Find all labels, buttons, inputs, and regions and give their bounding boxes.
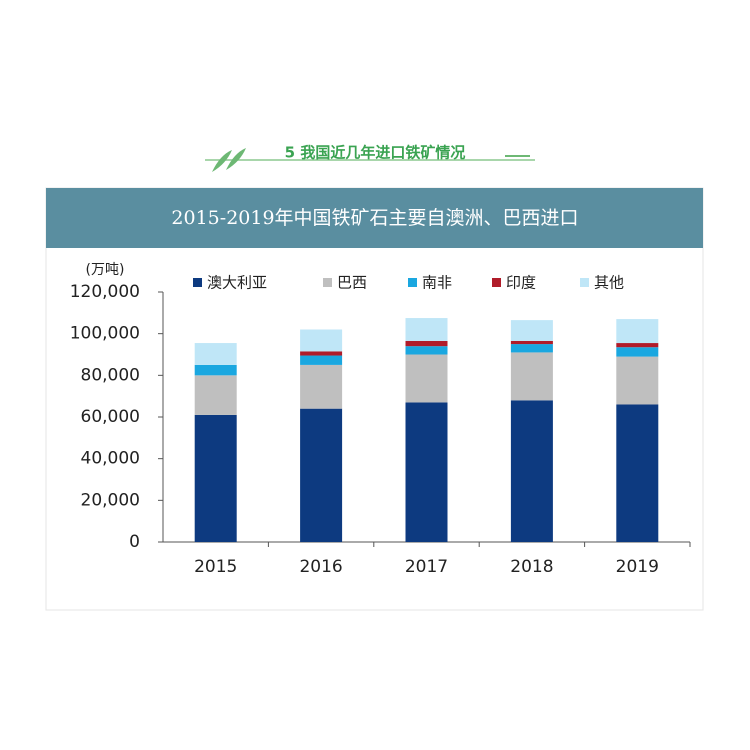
x-tick-label: 2017	[405, 557, 448, 577]
bar-segment	[405, 346, 448, 355]
bar-segment	[405, 340, 448, 347]
bar-segment	[510, 352, 553, 401]
bar-segment	[510, 344, 553, 353]
bar-segment	[616, 347, 659, 357]
legend-swatch	[193, 278, 202, 287]
x-tick-label: 2016	[299, 557, 342, 577]
y-tick-label: 0	[129, 532, 140, 552]
legend-swatch	[580, 278, 589, 287]
bar-segment	[405, 318, 448, 341]
bar-segment	[616, 404, 659, 542]
legend-label: 巴西	[337, 274, 367, 292]
chart-title: 2015-2019年中国铁矿石主要自澳洲、巴西进口	[171, 207, 578, 229]
legend-swatch	[323, 278, 332, 287]
legend-label: 南非	[422, 274, 452, 292]
bar-segment	[194, 364, 237, 376]
legend-swatch	[408, 278, 417, 287]
bar-segment	[510, 340, 553, 345]
bar-segment	[300, 364, 343, 409]
bar-segment	[194, 414, 237, 542]
y-tick-label: 60,000	[81, 407, 140, 427]
legend-swatch	[492, 278, 501, 287]
legend-label: 印度	[506, 274, 536, 292]
x-tick-label: 2015	[194, 557, 237, 577]
bar-segment	[510, 400, 553, 542]
y-tick-label: 100,000	[70, 324, 140, 344]
plot: 0 20,000 40,000 60,000 80,000 100,000 120,000 澳…	[70, 274, 691, 577]
header-title: 5 我国近几年进口铁矿情况	[285, 144, 466, 162]
bar-segment	[300, 329, 343, 352]
bar-segment	[616, 343, 659, 348]
y-tick-label: 120,000	[70, 282, 140, 302]
chart-panel	[45, 187, 704, 611]
bar-segment	[405, 354, 448, 403]
legend-label: 澳大利亚	[207, 274, 267, 292]
y-tick-label: 80,000	[81, 365, 140, 385]
y-axis-label: (万吨)	[86, 262, 125, 278]
header-decoration	[205, 148, 535, 172]
bar-segment	[194, 375, 237, 415]
legend-label: 其他	[594, 274, 624, 292]
y-tick-label: 20,000	[81, 490, 140, 510]
bar-segment	[510, 320, 553, 341]
bar-segment	[616, 356, 659, 405]
x-tick-label: 2018	[510, 557, 553, 577]
x-tick-label: 2019	[616, 557, 659, 577]
bar-segment	[194, 343, 237, 365]
bar-segment	[616, 319, 659, 344]
y-tick-label: 40,000	[81, 449, 140, 469]
bar-segment	[300, 351, 343, 356]
title-band	[46, 188, 703, 248]
bar-segment	[405, 402, 448, 542]
bar-segment	[300, 355, 343, 365]
bar-segment	[300, 408, 343, 542]
